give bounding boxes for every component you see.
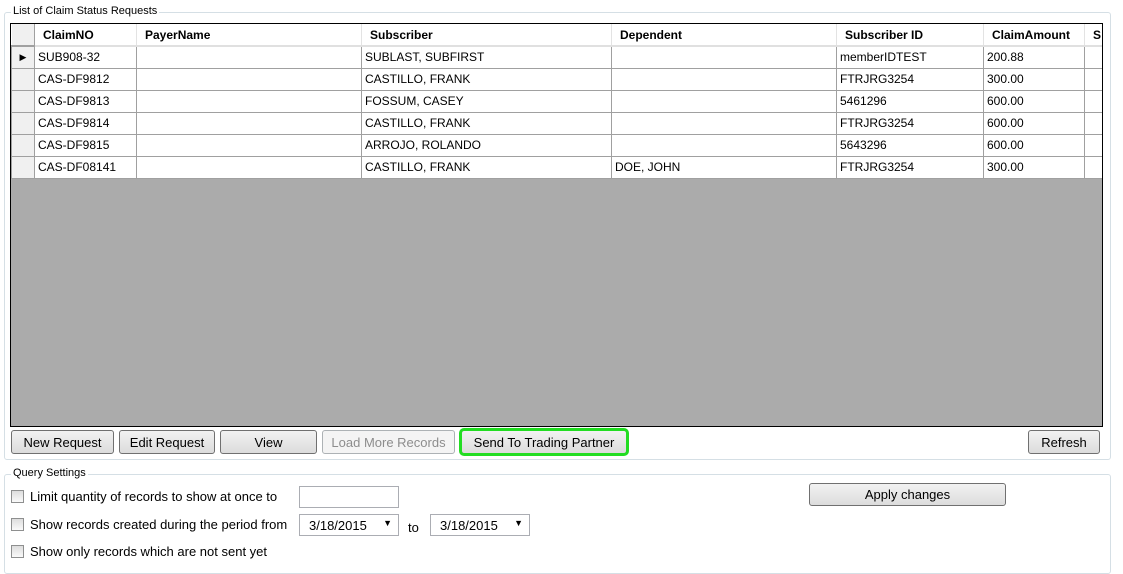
cell-claimno[interactable]: CAS-DF08141: [34, 155, 137, 179]
column-header-claimno[interactable]: ClaimNO: [34, 24, 137, 47]
dropdown-arrow-icon: ▼: [514, 518, 523, 528]
cell-claimamount[interactable]: 200.88: [983, 45, 1085, 69]
cell-subscriber[interactable]: CASTILLO, FRANK: [361, 67, 612, 91]
cell-claimamount[interactable]: 600.00: [983, 89, 1085, 113]
cell-claimamount[interactable]: 600.00: [983, 111, 1085, 135]
view-button[interactable]: View: [220, 430, 317, 454]
cell-subscriber-id[interactable]: FTRJRG3254: [836, 67, 984, 91]
row-header[interactable]: [11, 155, 35, 179]
cell-claimamount[interactable]: 300.00: [983, 155, 1085, 179]
cell-dependent[interactable]: [611, 111, 837, 135]
not-sent-label: Show only records which are not sent yet: [30, 544, 268, 559]
row-header-corner: [11, 24, 35, 47]
cell-payername[interactable]: [136, 111, 362, 135]
cell-s[interactable]: [1084, 45, 1102, 69]
to-label: to: [408, 520, 419, 535]
query-settings-title: Query Settings: [11, 467, 88, 479]
period-label: Show records created during the period f…: [30, 517, 288, 532]
row-header[interactable]: ▶: [11, 45, 35, 69]
new-request-button[interactable]: New Request: [11, 430, 114, 454]
header-row: ClaimNO PayerName Subscriber Dependent Subsc…: [11, 24, 1102, 47]
cell-claimno[interactable]: CAS-DF9813: [34, 89, 137, 113]
table-row[interactable]: CAS-DF9815 ARROJO, ROLANDO 5643296 600.00: [11, 133, 1102, 157]
row-header[interactable]: [11, 133, 35, 157]
cell-s[interactable]: [1084, 89, 1102, 113]
claim-list-title: List of Claim Status Requests: [11, 5, 160, 17]
cell-dependent[interactable]: [611, 45, 837, 69]
cell-claimno[interactable]: SUB908-32: [34, 45, 137, 69]
cell-dependent[interactable]: [611, 133, 837, 157]
cell-payername[interactable]: [136, 155, 362, 179]
cell-dependent[interactable]: [611, 67, 837, 91]
claims-table: ClaimNO PayerName Subscriber Dependent Subsc…: [11, 24, 1102, 179]
claims-grid[interactable]: ClaimNO PayerName Subscriber Dependent Subsc…: [10, 23, 1103, 427]
cell-dependent[interactable]: [611, 89, 837, 113]
cell-claimno[interactable]: CAS-DF9812: [34, 67, 137, 91]
column-header-dependent[interactable]: Dependent: [611, 24, 837, 47]
column-header-payername[interactable]: PayerName: [136, 24, 362, 47]
table-row[interactable]: ▶ SUB908-32 SUBLAST, SUBFIRST memberIDTEST 2…: [11, 45, 1102, 69]
load-more-records-button[interactable]: Load More Records: [322, 430, 455, 454]
to-date-value: 3/18/2015: [440, 518, 498, 533]
period-checkbox[interactable]: [11, 518, 24, 531]
row-header[interactable]: [11, 67, 35, 91]
cell-subscriber-id[interactable]: FTRJRG3254: [836, 111, 984, 135]
column-header-s[interactable]: S: [1084, 24, 1102, 47]
cell-subscriber-id[interactable]: 5461296: [836, 89, 984, 113]
cell-subscriber[interactable]: CASTILLO, FRANK: [361, 111, 612, 135]
cell-claimno[interactable]: CAS-DF9814: [34, 111, 137, 135]
cell-subscriber-id[interactable]: FTRJRG3254: [836, 155, 984, 179]
refresh-button[interactable]: Refresh: [1028, 430, 1100, 454]
cell-subscriber[interactable]: FOSSUM, CASEY: [361, 89, 612, 113]
dropdown-arrow-icon: ▼: [383, 518, 392, 528]
cell-subscriber[interactable]: SUBLAST, SUBFIRST: [361, 45, 612, 69]
limit-input[interactable]: [299, 486, 399, 508]
limit-checkbox[interactable]: [11, 490, 24, 503]
cell-subscriber[interactable]: ARROJO, ROLANDO: [361, 133, 612, 157]
cell-s[interactable]: [1084, 155, 1102, 179]
column-header-subscriber[interactable]: Subscriber: [361, 24, 612, 47]
cell-s[interactable]: [1084, 67, 1102, 91]
cell-dependent[interactable]: DOE, JOHN: [611, 155, 837, 179]
table-row[interactable]: CAS-DF9812 CASTILLO, FRANK FTRJRG3254 300.0…: [11, 67, 1102, 91]
cell-payername[interactable]: [136, 45, 362, 69]
cell-payername[interactable]: [136, 89, 362, 113]
claim-list-group: List of Claim Status Requests: [4, 5, 1111, 460]
send-to-trading-partner-button[interactable]: Send To Trading Partner: [459, 428, 629, 456]
cell-s[interactable]: [1084, 111, 1102, 135]
apply-changes-button[interactable]: Apply changes: [809, 483, 1006, 506]
cell-subscriber-id[interactable]: memberIDTEST: [836, 45, 984, 69]
cell-claimno[interactable]: CAS-DF9815: [34, 133, 137, 157]
cell-subscriber[interactable]: CASTILLO, FRANK: [361, 155, 612, 179]
cell-payername[interactable]: [136, 67, 362, 91]
cell-s[interactable]: [1084, 133, 1102, 157]
edit-request-button[interactable]: Edit Request: [119, 430, 215, 454]
cell-claimamount[interactable]: 600.00: [983, 133, 1085, 157]
table-row[interactable]: CAS-DF9813 FOSSUM, CASEY 5461296 600.00: [11, 89, 1102, 113]
table-row[interactable]: CAS-DF9814 CASTILLO, FRANK FTRJRG3254 600.0…: [11, 111, 1102, 135]
cell-claimamount[interactable]: 300.00: [983, 67, 1085, 91]
cell-subscriber-id[interactable]: 5643296: [836, 133, 984, 157]
column-header-subscriber-id[interactable]: Subscriber ID: [836, 24, 984, 47]
row-header[interactable]: [11, 89, 35, 113]
row-header[interactable]: [11, 111, 35, 135]
to-date-picker[interactable]: 3/18/2015 ▼: [430, 514, 530, 536]
table-row[interactable]: CAS-DF08141 CASTILLO, FRANK DOE, JOHN FTRJR…: [11, 155, 1102, 179]
cell-payername[interactable]: [136, 133, 362, 157]
from-date-value: 3/18/2015: [309, 518, 367, 533]
not-sent-checkbox[interactable]: [11, 545, 24, 558]
limit-label: Limit quantity of records to show at onc…: [30, 489, 278, 504]
column-header-claimamount[interactable]: ClaimAmount: [983, 24, 1085, 47]
from-date-picker[interactable]: 3/18/2015 ▼: [299, 514, 399, 536]
